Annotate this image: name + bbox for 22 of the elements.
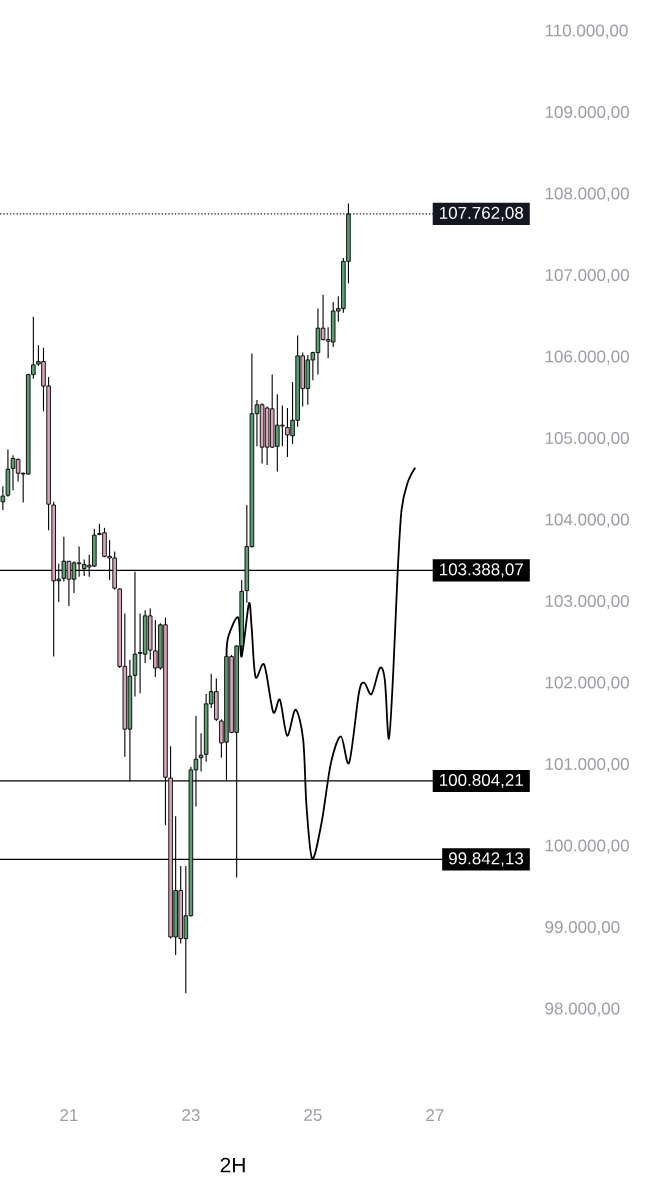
x-tick-label: 21: [60, 1109, 78, 1121]
y-tick-label: 107.000,00: [545, 268, 629, 284]
y-tick-label: 109.000,00: [545, 105, 629, 121]
x-tick-label: 27: [426, 1109, 444, 1121]
y-tick-label: 105.000,00: [545, 431, 629, 447]
ref-line-label: 100.804,21: [440, 773, 523, 788]
text: 2H: [220, 1157, 245, 1173]
y-tick-label: 100.000,00: [545, 839, 629, 854]
y-tick-label: 110.000,00: [545, 24, 628, 39]
ref-line-label: 107.762,08: [440, 206, 524, 221]
x-tick-label: 23: [182, 1108, 200, 1122]
ref-line-label: 99.842,13: [448, 852, 524, 867]
x-tick-label: 25: [304, 1108, 322, 1122]
y-tick-label: 106.000,00: [545, 350, 629, 365]
y-tick-label: 99.000,00: [545, 920, 620, 936]
ref-line-label: 103.388,07: [440, 563, 523, 578]
y-tick-label: 103.000,00: [545, 594, 629, 610]
y-tick-label: 102.000,00: [545, 676, 629, 691]
y-tick-label: 98.000,00: [545, 1002, 620, 1017]
y-tick-label: 104.000,00: [545, 513, 629, 528]
y-tick-label: 108.000,00: [545, 187, 629, 202]
y-tick-label: 101.000,00: [545, 757, 629, 773]
